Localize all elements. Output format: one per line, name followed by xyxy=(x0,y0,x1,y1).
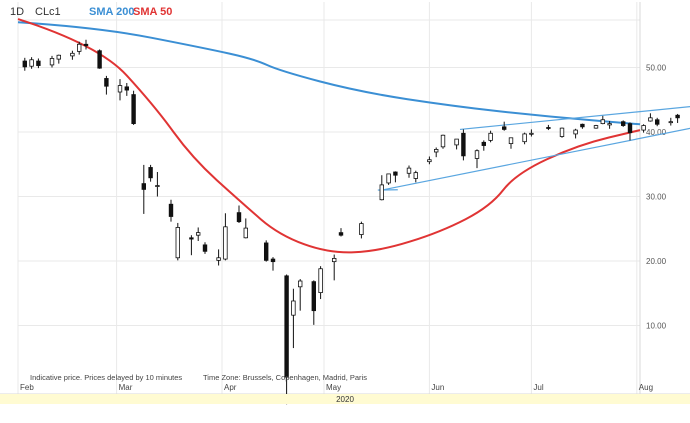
candle-body-up xyxy=(292,301,296,315)
candle-body-down xyxy=(312,282,316,311)
x-tick-label: Jun xyxy=(431,383,444,392)
year-band: 2020 xyxy=(0,394,690,404)
candle-body-up xyxy=(196,233,200,236)
candle-body-down xyxy=(581,124,585,127)
candle-body-up xyxy=(601,120,605,124)
candle-body-down xyxy=(628,124,632,133)
candle-body-down xyxy=(37,61,41,66)
candle-body-up xyxy=(475,151,479,159)
candle-body-up xyxy=(360,224,364,235)
candle-body-down xyxy=(462,133,466,156)
candle-body-down xyxy=(547,127,551,128)
candle-body-up xyxy=(319,269,323,293)
candle-body-down xyxy=(339,233,343,236)
candle-body-down xyxy=(149,167,153,177)
candle-body-up xyxy=(224,227,228,259)
candle-body-up xyxy=(509,138,513,144)
upper-trend-line xyxy=(460,106,690,129)
x-tick-label: Apr xyxy=(224,383,237,392)
year-label: 2020 xyxy=(336,395,354,404)
y-tick-label: 20.00 xyxy=(646,257,667,266)
sma50-legend[interactable]: SMA 50 xyxy=(133,6,172,18)
x-tick-label: Mar xyxy=(119,383,133,392)
candle-body-up xyxy=(244,228,248,238)
candle-body-up xyxy=(594,126,598,129)
candle-body-up xyxy=(441,135,445,147)
candle-body-up xyxy=(434,149,438,152)
candle-body-down xyxy=(203,245,207,251)
candle-body-up xyxy=(649,118,653,121)
candle-body-up xyxy=(428,160,432,162)
candle-body-down xyxy=(105,78,109,86)
candle-body-down xyxy=(655,120,659,125)
timeframe-label[interactable]: 1D xyxy=(10,6,24,18)
candle-body-down xyxy=(23,61,27,67)
candle-body-up xyxy=(57,55,61,59)
candle-body-down xyxy=(132,95,136,124)
y-tick-label: 10.00 xyxy=(646,322,667,331)
candle-body-up xyxy=(407,168,411,173)
candle-body-up xyxy=(560,128,564,136)
candle-body-up xyxy=(50,58,54,64)
candle-body-up xyxy=(30,60,34,66)
candle-body-up xyxy=(71,53,75,56)
y-tick-label: 30.00 xyxy=(646,193,667,202)
sma200-legend[interactable]: SMA 200 xyxy=(89,6,134,18)
candle-body-down xyxy=(125,87,129,90)
candle-body-up xyxy=(387,174,391,183)
candle-body-up xyxy=(530,133,534,134)
candle-body-up xyxy=(332,258,336,261)
candle-body-up xyxy=(489,133,493,140)
candle-body-down xyxy=(169,204,173,216)
candle-body-down xyxy=(394,172,398,175)
symbol-label[interactable]: CLc1 xyxy=(35,6,61,18)
x-tick-label: May xyxy=(326,383,341,392)
candle-body-up xyxy=(642,126,646,131)
candle-body-down xyxy=(264,243,268,260)
grid-lines xyxy=(0,2,690,394)
candle-body-up xyxy=(156,186,160,187)
moving-average-lines xyxy=(18,19,640,252)
candle-body-down xyxy=(190,238,194,239)
candle-body-up xyxy=(176,227,180,257)
delay-notice: Indicative price. Prices delayed by 10 m… xyxy=(30,373,182,382)
candle-body-up xyxy=(574,130,578,134)
x-tick-label: Aug xyxy=(639,383,653,392)
candle-body-down xyxy=(621,122,625,126)
candle-body-up xyxy=(608,124,612,125)
chart-footnote: Indicative price. Prices delayed by 10 m… xyxy=(30,373,367,382)
x-axis-labels: Feb Mar Apr May Jun Jul Aug xyxy=(20,383,653,392)
candle-body-down xyxy=(84,44,88,45)
timezone-notice: Time Zone: Brussels, Copenhagen, Madrid,… xyxy=(203,373,367,382)
candle-body-down xyxy=(285,276,289,377)
candle-body-up xyxy=(523,134,527,142)
candle-body-up xyxy=(298,281,302,287)
y-tick-label: 50.00 xyxy=(646,64,667,73)
chart-header: 1D CLc1 SMA 200 SMA 50 xyxy=(10,6,172,18)
candlesticks xyxy=(23,40,679,404)
candle-body-down xyxy=(271,259,275,262)
candle-body-up xyxy=(455,139,459,145)
candle-body-down xyxy=(482,142,486,145)
candle-body-down xyxy=(676,115,680,118)
sma200-line xyxy=(18,22,640,124)
candle-body-down xyxy=(502,127,506,130)
candle-body-down xyxy=(98,51,102,68)
trend-lines xyxy=(378,106,690,190)
candle-body-up xyxy=(118,86,122,92)
x-tick-label: Feb xyxy=(20,383,34,392)
lower-trend-line xyxy=(382,127,690,190)
candle-body-up xyxy=(414,173,418,179)
x-tick-label: Jul xyxy=(533,383,543,392)
candle-body-down xyxy=(237,213,241,222)
candle-body-down xyxy=(142,184,146,190)
candle-body-up xyxy=(669,122,673,123)
candle-body-up xyxy=(380,185,384,200)
candle-body-up xyxy=(77,44,81,51)
sma50-line xyxy=(18,19,640,252)
candle-body-up xyxy=(217,258,221,261)
